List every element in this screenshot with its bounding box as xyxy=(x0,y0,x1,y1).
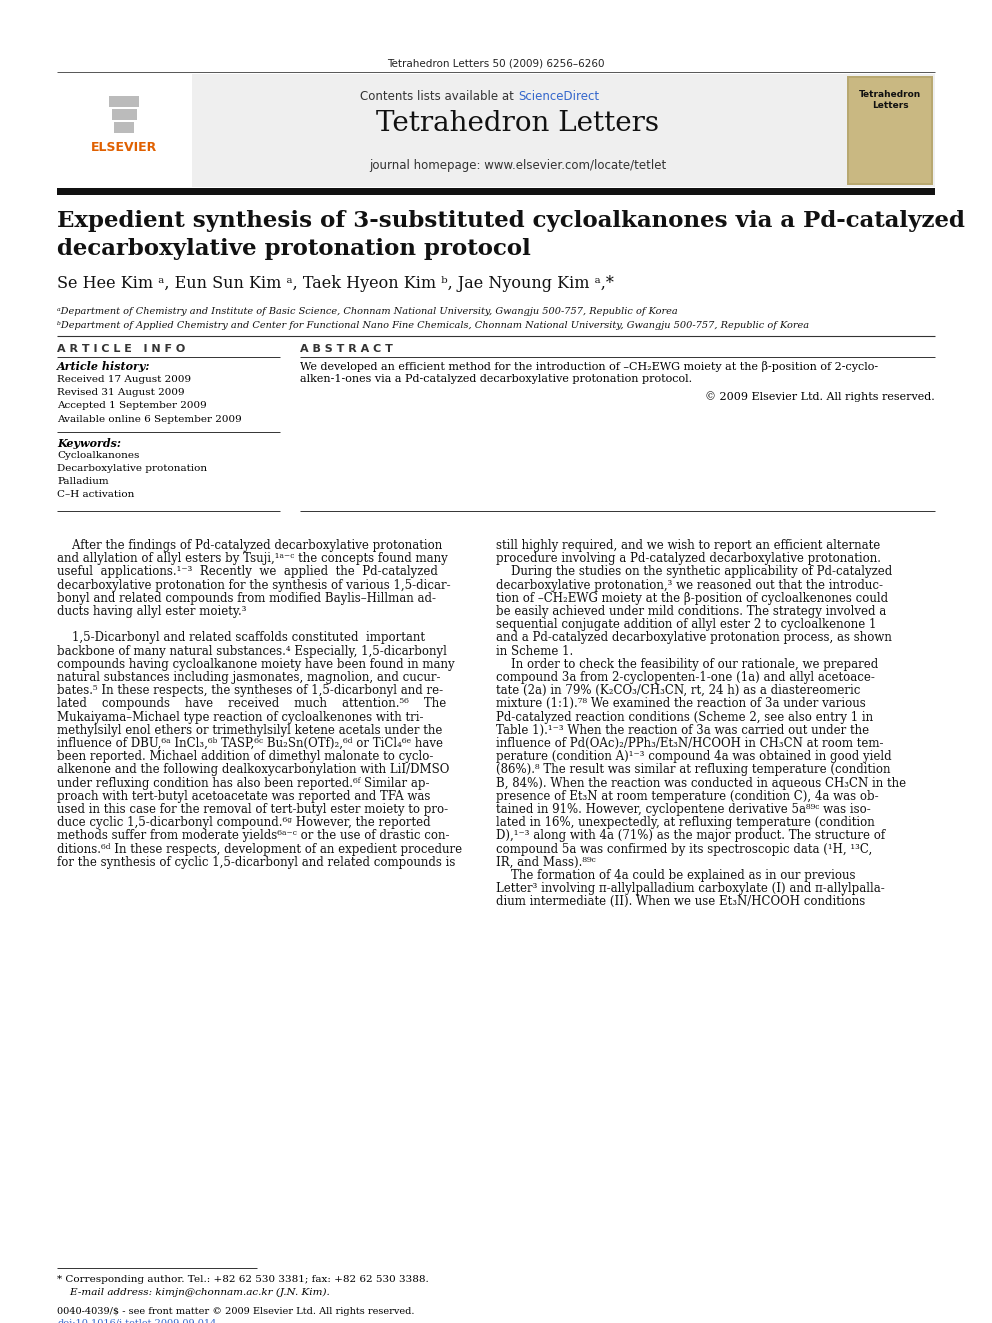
Text: used in this case for the removal of tert-butyl ester moiety to pro-: used in this case for the removal of ter… xyxy=(57,803,448,816)
Text: Article history:: Article history: xyxy=(57,361,151,372)
Bar xyxy=(849,78,931,183)
Text: useful  applications.¹⁻³  Recently  we  applied  the  Pd-catalyzed: useful applications.¹⁻³ Recently we appl… xyxy=(57,565,437,578)
Text: 1,5-Dicarbonyl and related scaffolds constituted  important: 1,5-Dicarbonyl and related scaffolds con… xyxy=(57,631,425,644)
Text: bates.⁵ In these respects, the syntheses of 1,5-dicarbonyl and re-: bates.⁵ In these respects, the syntheses… xyxy=(57,684,443,697)
Text: backbone of many natural substances.⁴ Especially, 1,5-dicarbonyl: backbone of many natural substances.⁴ Es… xyxy=(57,644,446,658)
Bar xyxy=(109,97,139,107)
Text: proach with tert-butyl acetoacetate was reported and TFA was: proach with tert-butyl acetoacetate was … xyxy=(57,790,431,803)
Text: duce cyclic 1,5-dicarbonyl compound.⁶ᵍ However, the reported: duce cyclic 1,5-dicarbonyl compound.⁶ᵍ H… xyxy=(57,816,431,830)
Text: Tetrahedron Letters: Tetrahedron Letters xyxy=(377,110,660,138)
Text: Decarboxylative protonation: Decarboxylative protonation xyxy=(57,464,207,474)
Text: and allylation of allyl esters by Tsuji,¹ᵃ⁻ᶜ the concepts found many: and allylation of allyl esters by Tsuji,… xyxy=(57,552,447,565)
Text: alkenone and the following dealkoxycarbonylation with LiI/DMSO: alkenone and the following dealkoxycarbo… xyxy=(57,763,449,777)
Text: for the synthesis of cyclic 1,5-dicarbonyl and related compounds is: for the synthesis of cyclic 1,5-dicarbon… xyxy=(57,856,455,869)
Text: Pd-catalyzed reaction conditions (Scheme 2, see also entry 1 in: Pd-catalyzed reaction conditions (Scheme… xyxy=(496,710,873,724)
Text: Accepted 1 September 2009: Accepted 1 September 2009 xyxy=(57,401,206,410)
Text: ducts having allyl ester moiety.³: ducts having allyl ester moiety.³ xyxy=(57,605,246,618)
Text: D),¹⁻³ along with 4a (71%) as the major product. The structure of: D),¹⁻³ along with 4a (71%) as the major … xyxy=(496,830,885,843)
Text: ELSEVIER: ELSEVIER xyxy=(91,142,157,153)
Text: tained in 91%. However, cyclopentene derivative 5a⁸⁹ᶜ was iso-: tained in 91%. However, cyclopentene der… xyxy=(496,803,871,816)
Text: methods suffer from moderate yields⁶ᵃ⁻ᶜ or the use of drastic con-: methods suffer from moderate yields⁶ᵃ⁻ᶜ … xyxy=(57,830,449,843)
Text: decarboxylative protonation,³ we reasoned out that the introduc-: decarboxylative protonation,³ we reasone… xyxy=(496,578,883,591)
Text: alken-1-ones via a Pd-catalyzed decarboxylative protonation protocol.: alken-1-ones via a Pd-catalyzed decarbox… xyxy=(300,374,692,385)
Text: Contents lists available at: Contents lists available at xyxy=(360,90,518,103)
Text: Mukaiyama–Michael type reaction of cycloalkenones with tri-: Mukaiyama–Michael type reaction of cyclo… xyxy=(57,710,424,724)
Text: Cycloalkanones: Cycloalkanones xyxy=(57,451,139,460)
Text: and a Pd-catalyzed decarboxylative protonation process, as shown: and a Pd-catalyzed decarboxylative proto… xyxy=(496,631,892,644)
Text: We developed an efficient method for the introduction of –CH₂EWG moiety at the β: We developed an efficient method for the… xyxy=(300,361,878,372)
Text: IR, and Mass).⁸⁹ᶜ: IR, and Mass).⁸⁹ᶜ xyxy=(496,856,596,869)
Text: Letter³ involving π-allylpalladium carboxylate (I) and π-allylpalla-: Letter³ involving π-allylpalladium carbo… xyxy=(496,882,885,896)
Text: compound 5a was confirmed by its spectroscopic data (¹H, ¹³C,: compound 5a was confirmed by its spectro… xyxy=(496,843,872,856)
Text: compound 3a from 2-cyclopenten-1-one (1a) and allyl acetoace-: compound 3a from 2-cyclopenten-1-one (1a… xyxy=(496,671,875,684)
Text: A R T I C L E   I N F O: A R T I C L E I N F O xyxy=(57,344,186,355)
Text: ScienceDirect: ScienceDirect xyxy=(518,90,599,103)
Bar xyxy=(847,75,933,185)
Text: tate (2a) in 79% (K₂CO₃/CH₃CN, rt, 24 h) as a diastereomeric: tate (2a) in 79% (K₂CO₃/CH₃CN, rt, 24 h)… xyxy=(496,684,860,697)
Text: ᵇDepartment of Applied Chemistry and Center for Functional Nano Fine Chemicals, : ᵇDepartment of Applied Chemistry and Cen… xyxy=(57,321,809,329)
Text: presence of Et₃N at room temperature (condition C), 4a was ob-: presence of Et₃N at room temperature (co… xyxy=(496,790,879,803)
Text: A B S T R A C T: A B S T R A C T xyxy=(300,344,393,355)
Text: journal homepage: www.elsevier.com/locate/tetlet: journal homepage: www.elsevier.com/locat… xyxy=(369,159,667,172)
Text: doi:10.1016/j.tetlet.2009.09.014: doi:10.1016/j.tetlet.2009.09.014 xyxy=(57,1319,216,1323)
Text: sequential conjugate addition of allyl ester 2 to cycloalkenone 1: sequential conjugate addition of allyl e… xyxy=(496,618,876,631)
Text: decarboxylative protonation protocol: decarboxylative protonation protocol xyxy=(57,238,531,261)
Text: influence of Pd(OAc)₂/PPh₃/Et₃N/HCOOH in CH₃CN at room tem-: influence of Pd(OAc)₂/PPh₃/Et₃N/HCOOH in… xyxy=(496,737,884,750)
Bar xyxy=(57,74,935,187)
Text: © 2009 Elsevier Ltd. All rights reserved.: © 2009 Elsevier Ltd. All rights reserved… xyxy=(705,392,935,402)
Text: The formation of 4a could be explained as in our previous: The formation of 4a could be explained a… xyxy=(496,869,855,882)
Text: Tetrahedron
Letters: Tetrahedron Letters xyxy=(859,90,922,110)
Text: Tetrahedron Letters 50 (2009) 6256–6260: Tetrahedron Letters 50 (2009) 6256–6260 xyxy=(387,58,605,67)
Text: bonyl and related compounds from modified Baylis–Hillman ad-: bonyl and related compounds from modifie… xyxy=(57,591,436,605)
Text: still highly required, and we wish to report an efficient alternate: still highly required, and we wish to re… xyxy=(496,538,880,552)
Text: Received 17 August 2009: Received 17 August 2009 xyxy=(57,374,191,384)
Bar xyxy=(114,122,134,134)
Text: mixture (1:1).⁷⁸ We examined the reaction of 3a under various: mixture (1:1).⁷⁸ We examined the reactio… xyxy=(496,697,866,710)
Bar xyxy=(112,108,137,120)
Text: decarboxylative protonation for the synthesis of various 1,5-dicar-: decarboxylative protonation for the synt… xyxy=(57,578,450,591)
Text: In order to check the feasibility of our rationale, we prepared: In order to check the feasibility of our… xyxy=(496,658,878,671)
Text: procedure involving a Pd-catalyzed decarboxylative protonation.: procedure involving a Pd-catalyzed decar… xyxy=(496,552,881,565)
Bar xyxy=(57,74,192,187)
Text: influence of DBU,⁶ᵃ InCl₃,⁶ᵇ TASP,⁶ᶜ Bu₂Sn(OTf)₂,⁶ᵈ or TiCl₄⁶ᵉ have: influence of DBU,⁶ᵃ InCl₃,⁶ᵇ TASP,⁶ᶜ Bu₂… xyxy=(57,737,443,750)
Text: ᵃDepartment of Chemistry and Institute of Basic Science, Chonnam National Univer: ᵃDepartment of Chemistry and Institute o… xyxy=(57,307,678,316)
Text: * Corresponding author. Tel.: +82 62 530 3381; fax: +82 62 530 3388.: * Corresponding author. Tel.: +82 62 530… xyxy=(57,1275,429,1285)
Text: methylsilyl enol ethers or trimethylsilyl ketene acetals under the: methylsilyl enol ethers or trimethylsily… xyxy=(57,724,442,737)
Text: under refluxing condition has also been reported.⁶ᶠ Similar ap-: under refluxing condition has also been … xyxy=(57,777,430,790)
Text: natural substances including jasmonates, magnolion, and cucur-: natural substances including jasmonates,… xyxy=(57,671,440,684)
Text: During the studies on the synthetic applicability of Pd-catalyzed: During the studies on the synthetic appl… xyxy=(496,565,892,578)
Text: B, 84%). When the reaction was conducted in aqueous CH₃CN in the: B, 84%). When the reaction was conducted… xyxy=(496,777,906,790)
Text: lated    compounds    have    received    much    attention.⁵⁶    The: lated compounds have received much atten… xyxy=(57,697,446,710)
Text: compounds having cycloalkanone moiety have been found in many: compounds having cycloalkanone moiety ha… xyxy=(57,658,454,671)
Text: been reported. Michael addition of dimethyl malonate to cyclo-: been reported. Michael addition of dimet… xyxy=(57,750,434,763)
Text: Keywords:: Keywords: xyxy=(57,438,121,448)
Text: Se Hee Kim ᵃ, Eun Sun Kim ᵃ, Taek Hyeon Kim ᵇ, Jae Nyoung Kim ᵃ,*: Se Hee Kim ᵃ, Eun Sun Kim ᵃ, Taek Hyeon … xyxy=(57,275,614,292)
Text: C–H activation: C–H activation xyxy=(57,490,134,499)
Text: After the findings of Pd-catalyzed decarboxylative protonation: After the findings of Pd-catalyzed decar… xyxy=(57,538,442,552)
Text: Palladium: Palladium xyxy=(57,478,109,486)
Text: in Scheme 1.: in Scheme 1. xyxy=(496,644,573,658)
Bar xyxy=(57,188,935,194)
Text: Expedient synthesis of 3-substituted cycloalkanones via a Pd-catalyzed: Expedient synthesis of 3-substituted cyc… xyxy=(57,210,965,232)
Text: ditions.⁶ᵈ In these respects, development of an expedient procedure: ditions.⁶ᵈ In these respects, developmen… xyxy=(57,843,462,856)
Text: dium intermediate (II). When we use Et₃N/HCOOH conditions: dium intermediate (II). When we use Et₃N… xyxy=(496,896,865,909)
Text: E-mail address: kimjn@chonnam.ac.kr (J.N. Kim).: E-mail address: kimjn@chonnam.ac.kr (J.N… xyxy=(57,1289,329,1297)
Text: tion of –CH₂EWG moiety at the β-position of cycloalkenones could: tion of –CH₂EWG moiety at the β-position… xyxy=(496,591,888,605)
Text: Table 1).¹⁻³ When the reaction of 3a was carried out under the: Table 1).¹⁻³ When the reaction of 3a was… xyxy=(496,724,869,737)
Text: 0040-4039/$ - see front matter © 2009 Elsevier Ltd. All rights reserved.: 0040-4039/$ - see front matter © 2009 El… xyxy=(57,1307,415,1316)
Text: perature (condition A)¹⁻³ compound 4a was obtained in good yield: perature (condition A)¹⁻³ compound 4a wa… xyxy=(496,750,892,763)
Text: lated in 16%, unexpectedly, at refluxing temperature (condition: lated in 16%, unexpectedly, at refluxing… xyxy=(496,816,875,830)
Text: be easily achieved under mild conditions. The strategy involved a: be easily achieved under mild conditions… xyxy=(496,605,886,618)
Text: Available online 6 September 2009: Available online 6 September 2009 xyxy=(57,415,242,423)
Text: Revised 31 August 2009: Revised 31 August 2009 xyxy=(57,388,185,397)
Text: (86%).⁸ The result was similar at refluxing temperature (condition: (86%).⁸ The result was similar at reflux… xyxy=(496,763,891,777)
